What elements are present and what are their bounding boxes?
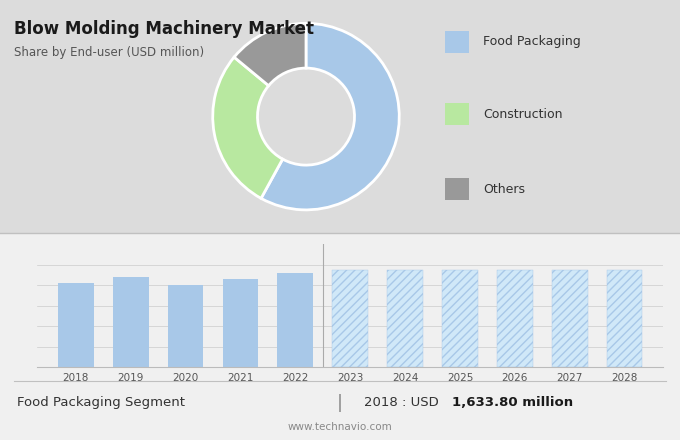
Text: Food Packaging Segment: Food Packaging Segment (17, 396, 185, 409)
Wedge shape (261, 23, 399, 210)
Text: 2018 : USD: 2018 : USD (364, 396, 443, 409)
Text: Construction: Construction (483, 108, 562, 121)
Bar (333, 270, 368, 367)
Text: www.technavio.com: www.technavio.com (288, 422, 392, 432)
Bar (168, 285, 203, 367)
Bar (497, 270, 532, 367)
Text: Others: Others (483, 183, 525, 196)
Wedge shape (213, 57, 283, 198)
FancyBboxPatch shape (445, 31, 469, 53)
Text: 1,633.80 million: 1,633.80 million (452, 396, 573, 409)
Bar (442, 270, 478, 367)
Text: Blow Molding Machinery Market: Blow Molding Machinery Market (14, 20, 313, 38)
Bar (58, 283, 94, 367)
Bar (277, 273, 313, 367)
Bar (607, 270, 643, 367)
Bar (222, 279, 258, 367)
FancyBboxPatch shape (445, 103, 469, 125)
Bar (113, 277, 148, 367)
Text: |: | (337, 394, 343, 411)
Bar (387, 270, 423, 367)
Wedge shape (234, 23, 306, 86)
FancyBboxPatch shape (445, 178, 469, 200)
Bar (552, 270, 588, 367)
Text: Share by End-user (USD million): Share by End-user (USD million) (14, 46, 204, 59)
Text: Food Packaging: Food Packaging (483, 35, 581, 48)
